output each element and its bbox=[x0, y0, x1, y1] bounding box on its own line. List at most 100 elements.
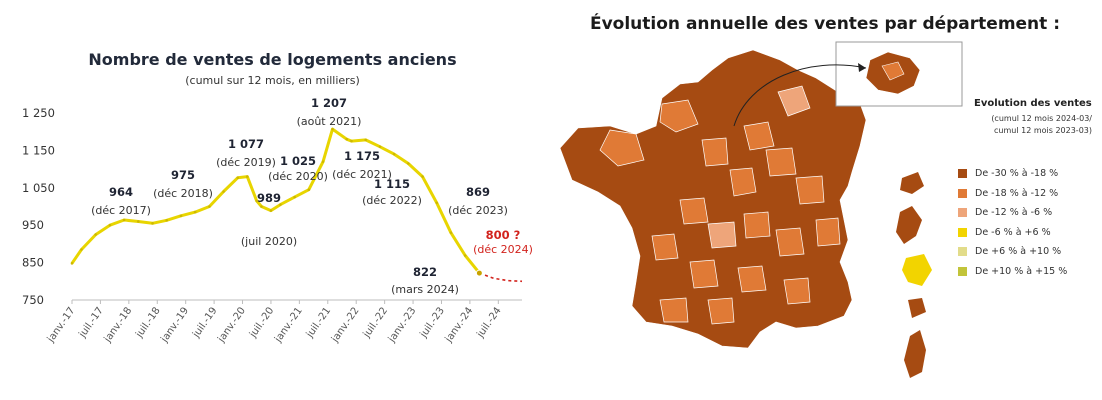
map-title: Évolution annuelle des ventes par départ… bbox=[589, 14, 1061, 34]
annotation-date: (déc 2020) bbox=[268, 170, 328, 183]
inset-arrow bbox=[733, 64, 867, 127]
data-point bbox=[122, 218, 126, 222]
data-point bbox=[137, 220, 140, 223]
guyane-shape bbox=[902, 254, 932, 286]
annotation-date: (déc 2017) bbox=[91, 204, 151, 217]
annotation-value: 869 bbox=[466, 185, 490, 199]
corsica-shape bbox=[904, 330, 926, 378]
legend-item: De +6 % à +10 % bbox=[958, 242, 1067, 262]
data-point bbox=[236, 176, 240, 180]
x-tick-label: juil.-23 bbox=[418, 305, 447, 340]
data-point bbox=[94, 233, 97, 236]
x-tick-label: juil.-17 bbox=[77, 305, 106, 340]
data-point bbox=[345, 137, 349, 141]
legend-label: De -6 % à +6 % bbox=[975, 226, 1051, 238]
data-point bbox=[307, 188, 311, 191]
data-point bbox=[255, 199, 259, 203]
legend-label: De -30 % à -18 % bbox=[975, 168, 1059, 180]
data-point bbox=[222, 190, 225, 193]
legend-item: De +10 % à +15 % bbox=[958, 262, 1067, 282]
y-tick-label: 750 bbox=[22, 293, 44, 307]
y-tick-label: 950 bbox=[22, 218, 44, 232]
inset-arrow-head bbox=[858, 63, 866, 72]
department-shading bbox=[599, 85, 841, 325]
legend-item: De -30 % à -18 % bbox=[958, 164, 1067, 184]
data-point bbox=[179, 214, 183, 218]
data-point bbox=[378, 145, 382, 148]
legend-swatch bbox=[958, 188, 967, 198]
data-point bbox=[421, 175, 424, 178]
legend-item: De -18 % à -12 % bbox=[958, 184, 1067, 204]
data-point bbox=[269, 209, 273, 212]
data-point bbox=[208, 205, 211, 208]
mainland-france bbox=[559, 49, 867, 349]
annotation-value: 975 bbox=[171, 168, 195, 182]
projection-line bbox=[479, 272, 523, 283]
annotation-date: (juil 2020) bbox=[241, 235, 297, 248]
data-point bbox=[449, 231, 453, 234]
data-point bbox=[245, 175, 249, 178]
legend-item: De -12 % à -6 % bbox=[958, 203, 1067, 223]
annotation-date: (déc 2019) bbox=[216, 156, 276, 169]
annotation-date: (déc 2018) bbox=[153, 187, 213, 200]
legend-swatch bbox=[958, 169, 967, 179]
data-point bbox=[407, 162, 410, 165]
map-panel: Évolution annuelle des ventes par départ… bbox=[548, 0, 1102, 400]
data-point bbox=[193, 210, 197, 214]
france-map bbox=[559, 41, 963, 378]
annotation-date: (mars 2024) bbox=[391, 283, 459, 296]
annotation-date: (déc 2021) bbox=[332, 168, 392, 181]
legend-swatch bbox=[958, 247, 967, 257]
data-point bbox=[392, 152, 396, 156]
data-point bbox=[165, 219, 169, 222]
x-tick-label: janv.-21 bbox=[272, 305, 304, 345]
y-tick-label: 1 250 bbox=[22, 106, 55, 120]
x-tick-label: juil.-21 bbox=[304, 305, 333, 340]
x-tick-label: juil.-24 bbox=[475, 305, 504, 340]
annotation-value: 1 077 bbox=[228, 137, 264, 151]
line-chart-panel: Nombre de ventes de logements anciens (c… bbox=[0, 0, 540, 400]
data-point bbox=[463, 254, 467, 257]
legend-subtitle-line-1: (cumul 12 mois 2024-03/ bbox=[991, 114, 1092, 123]
annotation-value: 1 207 bbox=[311, 96, 347, 110]
legend-label: De +10 % à +15 % bbox=[975, 265, 1068, 277]
reunion-shape bbox=[908, 298, 926, 318]
data-point bbox=[293, 195, 296, 199]
chart-title: Nombre de ventes de logements anciens bbox=[88, 50, 457, 69]
annotation-date: (déc 2022) bbox=[362, 194, 422, 207]
legend-item: De -6 % à +6 % bbox=[958, 223, 1067, 243]
last-actual-point bbox=[475, 269, 483, 277]
x-tick-label: janv.-24 bbox=[443, 305, 475, 345]
x-tick-label: juil.-22 bbox=[361, 305, 390, 340]
x-tick-label: juil.-18 bbox=[134, 305, 163, 340]
legend-title: Evolution des ventes bbox=[974, 98, 1092, 109]
x-tick-label: janv.-17 bbox=[45, 305, 77, 345]
data-point bbox=[151, 222, 154, 225]
martinique-shape bbox=[896, 206, 922, 244]
x-tick-label: janv.-20 bbox=[216, 305, 248, 345]
annotation-value: 1 115 bbox=[374, 177, 410, 191]
annotation-value: 822 bbox=[413, 265, 437, 279]
legend-label: De -18 % à -12 % bbox=[975, 187, 1059, 199]
x-tick-label: janv.-22 bbox=[329, 305, 361, 345]
legend-swatch bbox=[958, 208, 967, 218]
data-point bbox=[260, 205, 263, 208]
annotation-date: (déc 2023) bbox=[448, 204, 508, 217]
guadeloupe-shape bbox=[900, 172, 924, 194]
legend-label: De +6 % à +10 % bbox=[975, 246, 1062, 258]
x-tick-label: janv.-18 bbox=[102, 305, 134, 345]
x-tick-label: janv.-19 bbox=[159, 305, 191, 345]
y-tick-label: 850 bbox=[22, 256, 44, 270]
annotation-value: 1 175 bbox=[344, 149, 380, 163]
data-point bbox=[350, 139, 353, 143]
y-tick-label: 1 150 bbox=[22, 143, 55, 157]
annotation-date: (août 2021) bbox=[297, 115, 362, 128]
idf-inset-dept bbox=[881, 61, 905, 81]
data-point bbox=[435, 201, 439, 205]
legend-swatch bbox=[958, 266, 967, 276]
line-chart-svg: 750 850 950 1 050 1 150 1 250 janv.-17 juil.-17… bbox=[22, 96, 533, 345]
y-tick-label: 1 050 bbox=[22, 181, 55, 195]
data-point bbox=[108, 223, 112, 227]
data-point bbox=[80, 248, 83, 251]
x-tick-label: juil.-19 bbox=[190, 305, 219, 340]
